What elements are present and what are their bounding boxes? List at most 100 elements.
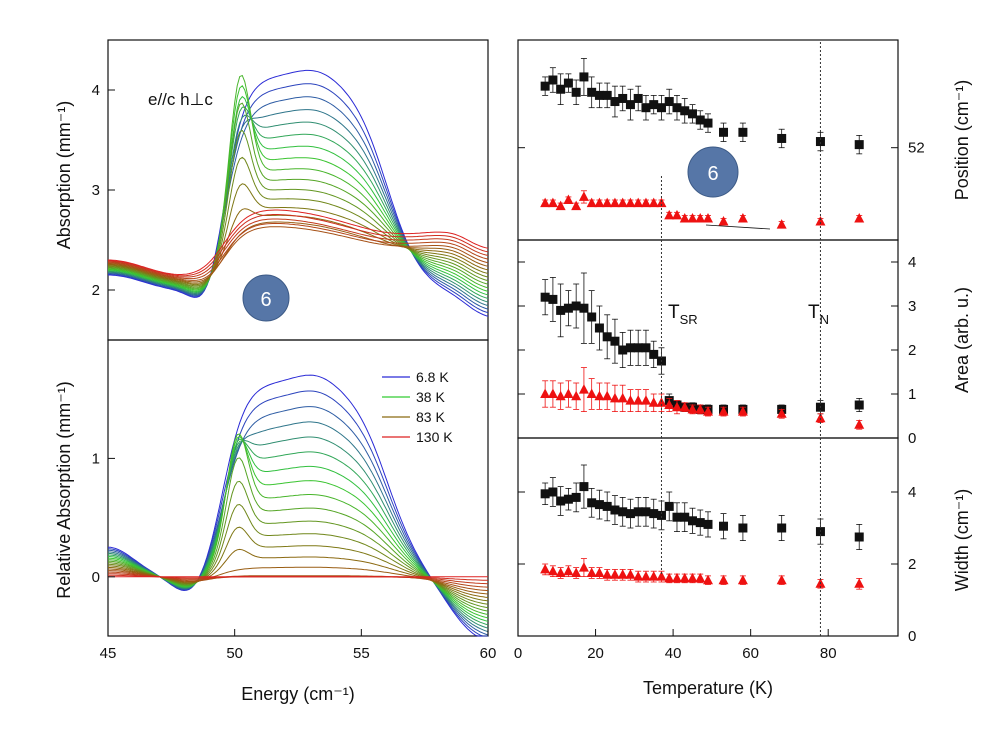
data-point-square [563, 494, 573, 504]
width-panel: 0 2 4 0 20 40 60 80 Width (cm⁻¹) Temperature (… [514, 437, 972, 698]
temperature-xlabel: Temperature (K) [643, 678, 773, 698]
data-point-triangle [578, 384, 589, 394]
data-point-triangle [555, 567, 566, 577]
spectrum-curve [108, 222, 489, 280]
absorption-curves [107, 69, 489, 317]
data-point-triangle [656, 571, 667, 581]
data-point-square [672, 512, 682, 522]
data-point-triangle [815, 412, 826, 423]
data-point-square [548, 75, 558, 85]
data-point-triangle [563, 565, 574, 576]
data-point-triangle [648, 397, 659, 407]
legend-38k: 38 K [416, 389, 445, 405]
data-point-square [854, 140, 864, 150]
x-tick-label: 60 [480, 645, 497, 662]
width-ylabel: Width (cm⁻¹) [952, 489, 972, 592]
data-point-triangle [703, 406, 713, 416]
data-point-square [594, 500, 604, 510]
data-point-triangle [656, 197, 667, 208]
data-point-square [556, 84, 566, 94]
data-point-triangle [695, 212, 706, 223]
data-point-square [540, 489, 550, 499]
relative-panel: 01 45 50 55 60 6.8 K 38 K 83 K 130 K Relati… [54, 339, 497, 704]
spectrum-curve [108, 214, 489, 277]
spectrum-curve [107, 226, 489, 281]
data-point-square [594, 90, 604, 100]
data-point-triangle [625, 569, 636, 579]
area-y-ticks: 0 1 2 3 4 [518, 254, 916, 447]
data-point-square [703, 519, 713, 529]
badge-right-number: 6 [707, 163, 718, 185]
position-y-ticks: 52 [518, 140, 925, 157]
y-tick-label: 0 [92, 569, 100, 586]
spectrum-curve [108, 95, 489, 296]
data-point-square [556, 305, 566, 315]
absorption-y-ticks: 2 3 4 [92, 82, 115, 299]
data-point-triangle [633, 197, 644, 208]
spectrum-curve [108, 433, 489, 615]
x-tick-label: 45 [100, 645, 117, 662]
data-point-triangle [640, 395, 651, 405]
data-point-triangle [815, 216, 826, 226]
x-tick-label: 80 [820, 645, 837, 662]
data-point-triangle [703, 574, 713, 585]
data-point-triangle [695, 403, 706, 414]
data-point-square [854, 400, 864, 410]
data-point-triangle [602, 390, 613, 401]
data-point-triangle [578, 191, 589, 201]
data-point-triangle [547, 388, 558, 398]
data-point-triangle [703, 212, 713, 223]
width-y-ticks: 0 2 4 [518, 484, 916, 645]
data-point-square [633, 93, 643, 103]
badge-left: 6 [242, 274, 290, 322]
data-point-square [563, 78, 573, 88]
data-point-square [687, 109, 697, 119]
data-point-square [548, 294, 558, 304]
data-point-triangle [664, 399, 675, 409]
data-point-triangle [617, 569, 628, 579]
data-point-square [719, 521, 729, 531]
data-point-triangle [571, 390, 582, 401]
data-point-triangle [640, 197, 651, 208]
width-points [540, 464, 865, 590]
data-point-triangle [776, 408, 787, 418]
data-point-square [687, 516, 697, 526]
spectrum-curve [107, 438, 489, 622]
position-panel: 52 6 Position (cm⁻¹) [517, 39, 972, 241]
spectrum-curve [107, 109, 489, 307]
absorption-ylabel: Absorption (mm⁻¹) [54, 101, 74, 250]
data-point-triangle [679, 401, 690, 412]
x-tick-label: 55 [353, 645, 370, 662]
data-point-triangle [617, 197, 628, 208]
position-ylabel: Position (cm⁻¹) [952, 80, 972, 201]
data-point-triangle [547, 197, 558, 208]
data-point-triangle [679, 212, 690, 223]
data-point-square [625, 100, 635, 110]
data-point-square [664, 97, 674, 107]
data-point-triangle [594, 197, 605, 208]
data-point-square [738, 127, 748, 137]
data-point-square [556, 496, 566, 506]
data-point-triangle [617, 392, 628, 403]
data-point-triangle [594, 390, 605, 401]
data-point-square [587, 498, 597, 508]
energy-x-ticks: 45 50 55 60 [100, 629, 497, 662]
spectrum-curve [108, 74, 489, 290]
data-point-square [703, 118, 713, 128]
data-point-square [680, 512, 690, 522]
data-point-square [571, 87, 581, 97]
x-tick-label: 60 [742, 645, 759, 662]
data-point-square [641, 507, 651, 517]
data-point-square [579, 72, 589, 82]
y-tick-label: 0 [908, 628, 916, 645]
data-point-triangle [640, 571, 651, 581]
area-panel: 0 1 2 3 4 TSR TN Area (arb. u.) [517, 239, 972, 447]
position-connector [705, 224, 771, 230]
data-point-triangle [540, 197, 551, 208]
badge-left-number: 6 [260, 289, 271, 311]
data-point-square [777, 523, 787, 533]
data-point-square [618, 93, 628, 103]
data-point-square [548, 487, 558, 497]
data-point-triangle [633, 571, 644, 581]
